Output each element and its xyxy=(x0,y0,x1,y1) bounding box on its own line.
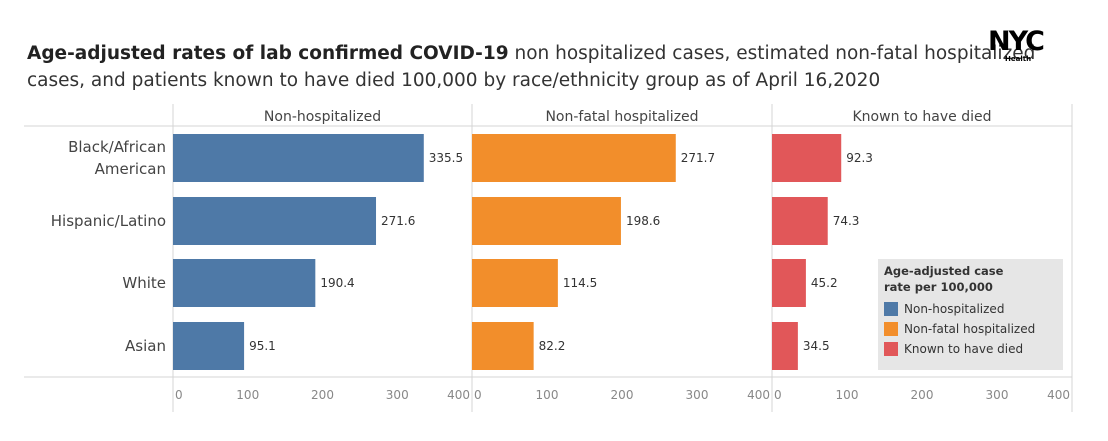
x-tick-label: 100 xyxy=(236,388,259,402)
bar xyxy=(772,197,828,245)
bar-value-label: 45.2 xyxy=(811,276,838,290)
bar-value-label: 114.5 xyxy=(563,276,597,290)
bar xyxy=(173,259,316,307)
legend-item-known-to-have-died: Known to have died xyxy=(884,341,1023,357)
bar-value-label: 34.5 xyxy=(803,339,830,353)
bar-value-label: 92.3 xyxy=(846,151,873,165)
chart-title-bold: Age-adjusted rates of lab confirmed COVI… xyxy=(27,43,509,64)
chart-title-rest: non hospitalized cases, estimated non-fa… xyxy=(27,43,1036,91)
legend-item-label: Known to have died xyxy=(904,342,1024,356)
x-tick-label: 0 xyxy=(474,388,482,402)
legend-title-line1: Age-adjusted case xyxy=(884,264,1004,278)
category-label: White xyxy=(122,274,166,292)
legend-swatch xyxy=(884,322,898,336)
bar xyxy=(472,322,534,370)
x-tick-label: 0 xyxy=(774,388,782,402)
bar xyxy=(772,259,806,307)
x-tick-label: 400 xyxy=(447,388,470,402)
x-tick-label: 400 xyxy=(747,388,770,402)
legend-item-non-hospitalized: Non-hospitalized xyxy=(884,301,1004,317)
x-tick-label: 200 xyxy=(911,388,934,402)
legend-title: Age-adjusted case rate per 100,000 xyxy=(884,263,1054,295)
category-label: Asian xyxy=(125,337,166,355)
bar xyxy=(173,322,245,370)
legend-swatch xyxy=(884,342,898,356)
panel-header: Known to have died xyxy=(853,109,992,125)
bar xyxy=(472,259,558,307)
bar xyxy=(772,134,842,182)
bar xyxy=(173,197,377,245)
bar-value-label: 82.2 xyxy=(539,339,566,353)
bar-value-label: 190.4 xyxy=(320,276,354,290)
panel-header: Non-hospitalized xyxy=(264,109,381,125)
bar-value-label: 74.3 xyxy=(833,214,860,228)
panel-header: Non-fatal hospitalized xyxy=(545,109,698,125)
bar-value-label: 271.6 xyxy=(381,214,415,228)
x-tick-label: 100 xyxy=(536,388,559,402)
bar xyxy=(173,134,424,182)
x-tick-label: 100 xyxy=(836,388,859,402)
category-label: Hispanic/Latino xyxy=(51,212,166,230)
x-tick-label: 300 xyxy=(686,388,709,402)
bar xyxy=(472,134,676,182)
category-label: American xyxy=(95,160,166,178)
bar xyxy=(472,197,621,245)
bar-value-label: 198.6 xyxy=(626,214,660,228)
legend: Age-adjusted case rate per 100,000 Non-h… xyxy=(878,259,1063,370)
bar-value-label: 335.5 xyxy=(429,151,463,165)
category-label: Black/African xyxy=(68,138,166,156)
chart-title: Age-adjusted rates of lab confirmed COVI… xyxy=(27,40,1037,94)
logo-subtext: Health xyxy=(1005,55,1032,63)
bar-value-label: 271.7 xyxy=(681,151,715,165)
logo-wordmark: NYC xyxy=(988,26,1045,57)
x-tick-label: 0 xyxy=(175,388,183,402)
legend-item-non-fatal-hospitalized: Non-fatal hospitalized xyxy=(884,321,1035,337)
bar-value-label: 95.1 xyxy=(249,339,276,353)
nyc-health-logo: NYC Health xyxy=(988,28,1072,68)
x-tick-label: 400 xyxy=(1047,388,1070,402)
legend-item-label: Non-fatal hospitalized xyxy=(904,322,1036,336)
x-tick-label: 300 xyxy=(986,388,1009,402)
bar xyxy=(772,322,798,370)
x-tick-label: 200 xyxy=(611,388,634,402)
legend-swatch xyxy=(884,302,898,316)
x-tick-label: 300 xyxy=(386,388,409,402)
legend-title-line2: rate per 100,000 xyxy=(884,280,993,294)
x-tick-label: 200 xyxy=(311,388,334,402)
legend-item-label: Non-hospitalized xyxy=(904,302,1005,316)
